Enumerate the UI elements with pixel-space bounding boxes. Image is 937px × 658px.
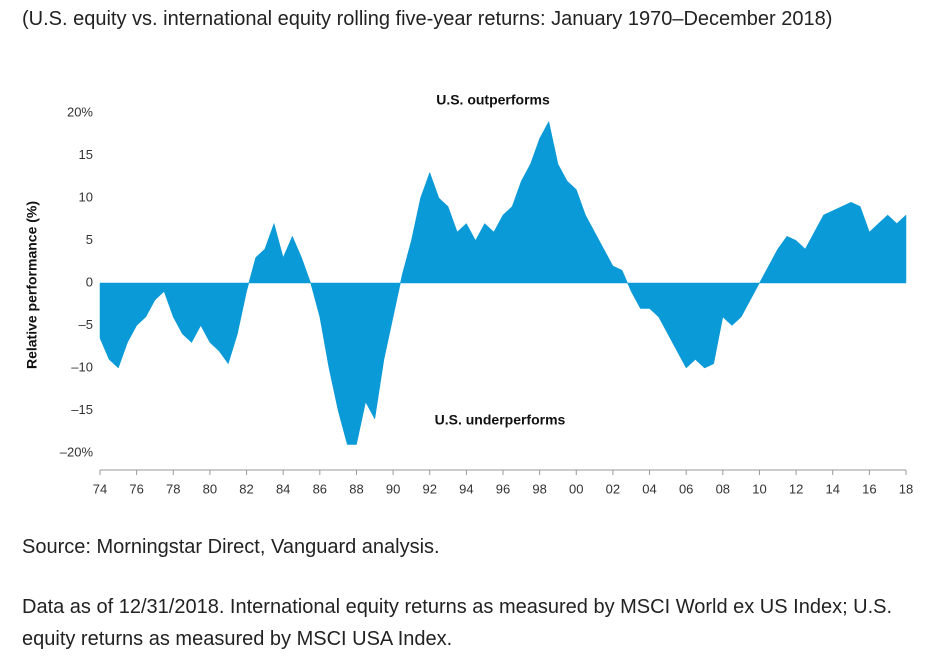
x-tick-label: 98 (532, 481, 546, 496)
x-tick-label: 78 (166, 481, 180, 496)
y-axis-label: Relative performance (%) (24, 201, 40, 369)
annotation: U.S. outperforms (436, 92, 550, 108)
y-tick-label: 10 (79, 189, 93, 204)
y-tick-label: –10 (71, 359, 93, 374)
x-tick-label: 76 (129, 481, 143, 496)
x-tick-label: 12 (789, 481, 803, 496)
annotation: U.S. underperforms (435, 412, 566, 428)
y-tick-label: 0 (86, 274, 93, 289)
x-tick-label: 08 (716, 481, 730, 496)
y-tick-label: 15 (79, 147, 93, 162)
x-tick-label: 74 (93, 481, 107, 496)
y-tick-label: –5 (79, 317, 93, 332)
source: Source: Morningstar Direct, Vanguard ana… (22, 536, 440, 558)
chart-title: (U.S. equity vs. international equity ro… (22, 8, 833, 30)
x-tick-label: 94 (459, 481, 473, 496)
x-tick-label: 82 (239, 481, 253, 496)
x-tick-label: 10 (752, 481, 766, 496)
x-tick-label: 86 (313, 481, 327, 496)
note: Data as of 12/31/2018. International equ… (22, 596, 893, 650)
x-tick-label: 90 (386, 481, 400, 496)
chart: U.S. outperforms U.S. underperforms Rela… (24, 92, 914, 497)
x-tick-label: 04 (642, 481, 656, 496)
x-tick-label: 00 (569, 481, 583, 496)
x-tick-label: 14 (825, 481, 839, 496)
x-tick-label: 06 (679, 481, 693, 496)
x-tick-label: 96 (496, 481, 510, 496)
area (99, 120, 907, 445)
x-tick-label: 92 (422, 481, 436, 496)
x-tick-label: 88 (349, 481, 363, 496)
x-tick-label: 02 (606, 481, 620, 496)
y-tick-label: –20% (60, 444, 94, 459)
x-tick-label: 16 (862, 481, 876, 496)
x-tick-label: 84 (276, 481, 290, 496)
y-tick-label: –15 (71, 402, 93, 417)
y-tick-label: 20% (67, 104, 93, 119)
x-tick-label: 18 (899, 481, 913, 496)
x-tick-label: 80 (203, 481, 217, 496)
y-tick-label: 5 (86, 232, 93, 247)
